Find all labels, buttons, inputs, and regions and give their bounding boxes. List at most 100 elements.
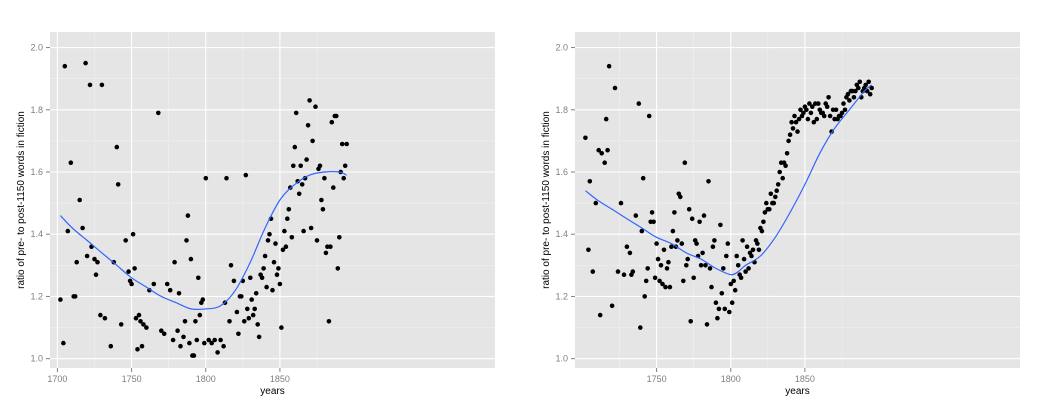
data-point xyxy=(58,297,63,302)
data-point xyxy=(265,238,271,243)
data-point xyxy=(314,238,320,243)
data-point xyxy=(144,325,149,330)
data-point xyxy=(285,216,290,221)
y-tick-label: 2.0 xyxy=(555,43,568,53)
data-point xyxy=(273,241,278,246)
data-point xyxy=(317,163,323,169)
data-point xyxy=(274,272,280,278)
data-point xyxy=(633,213,639,218)
data-point xyxy=(750,247,756,253)
data-point xyxy=(209,340,214,346)
data-point xyxy=(651,219,656,225)
data-point xyxy=(686,207,692,212)
data-point xyxy=(129,281,134,287)
data-point xyxy=(740,238,745,243)
data-point xyxy=(77,197,82,203)
y-tick-label: 1.4 xyxy=(30,229,43,239)
data-point xyxy=(743,269,748,274)
data-point xyxy=(187,340,192,346)
data-point xyxy=(289,235,295,240)
data-point xyxy=(304,157,309,162)
data-point xyxy=(118,322,124,327)
smooth-curve xyxy=(59,171,347,311)
data-point xyxy=(159,328,164,334)
data-point xyxy=(685,256,690,262)
data-point xyxy=(250,312,256,318)
data-point xyxy=(141,322,146,327)
x-tick-label: 1800 xyxy=(721,374,741,384)
data-point xyxy=(784,151,790,156)
data-point xyxy=(649,210,655,215)
data-point xyxy=(74,259,79,265)
data-point xyxy=(202,340,207,346)
data-point xyxy=(675,238,680,243)
data-point xyxy=(684,263,689,268)
data-point xyxy=(319,197,324,203)
x-tick-label: 1700 xyxy=(47,374,67,384)
data-point xyxy=(810,104,815,109)
data-point xyxy=(292,144,298,150)
data-point xyxy=(130,231,136,237)
data-point xyxy=(246,315,252,321)
data-point xyxy=(719,291,725,296)
data-point xyxy=(643,278,649,284)
data-point xyxy=(833,107,839,113)
data-point xyxy=(793,119,799,125)
data-point xyxy=(280,247,286,253)
data-point xyxy=(605,147,610,153)
data-point xyxy=(170,337,176,343)
y-tick-label: 1.8 xyxy=(555,105,568,115)
data-point xyxy=(790,126,796,131)
data-point xyxy=(602,160,607,165)
data-point xyxy=(61,340,66,346)
data-point xyxy=(95,259,100,265)
data-point xyxy=(243,172,249,178)
data-point xyxy=(706,179,711,184)
data-point xyxy=(331,185,336,190)
data-point xyxy=(718,222,723,228)
data-point xyxy=(326,319,332,324)
data-point xyxy=(328,244,333,249)
data-point xyxy=(638,325,643,330)
data-point xyxy=(657,278,662,284)
data-point xyxy=(98,312,103,318)
data-point xyxy=(869,85,874,91)
data-point xyxy=(108,343,114,349)
data-point xyxy=(636,101,642,106)
y-axis-title: ratio of pre- to post-1150 words in fict… xyxy=(541,111,552,289)
data-point xyxy=(689,216,695,221)
data-point xyxy=(344,141,350,147)
data-point xyxy=(147,287,152,293)
data-point xyxy=(821,113,827,119)
data-point xyxy=(193,319,198,324)
data-point xyxy=(722,306,728,312)
data-point xyxy=(621,272,627,278)
data-point xyxy=(184,238,189,243)
data-point xyxy=(590,269,596,274)
data-point xyxy=(271,259,277,265)
data-point xyxy=(126,269,131,274)
x-tick-label: 1850 xyxy=(795,374,815,384)
data-point xyxy=(713,300,719,306)
data-point xyxy=(729,300,735,306)
data-point xyxy=(744,244,750,249)
data-point xyxy=(115,182,121,187)
data-point xyxy=(102,315,108,321)
data-point xyxy=(277,281,283,287)
data-point xyxy=(320,207,326,212)
data-point xyxy=(691,275,696,281)
data-point xyxy=(816,101,821,106)
data-point xyxy=(652,275,658,281)
data-point xyxy=(701,213,707,218)
data-point xyxy=(851,95,857,100)
data-point xyxy=(796,116,802,122)
data-point xyxy=(764,200,769,206)
data-point xyxy=(666,259,671,265)
data-point xyxy=(639,228,645,234)
data-point xyxy=(786,138,791,144)
data-point xyxy=(215,350,220,355)
data-point xyxy=(698,263,704,268)
data-point xyxy=(84,253,90,259)
data-point xyxy=(866,79,871,85)
data-point xyxy=(597,312,603,318)
